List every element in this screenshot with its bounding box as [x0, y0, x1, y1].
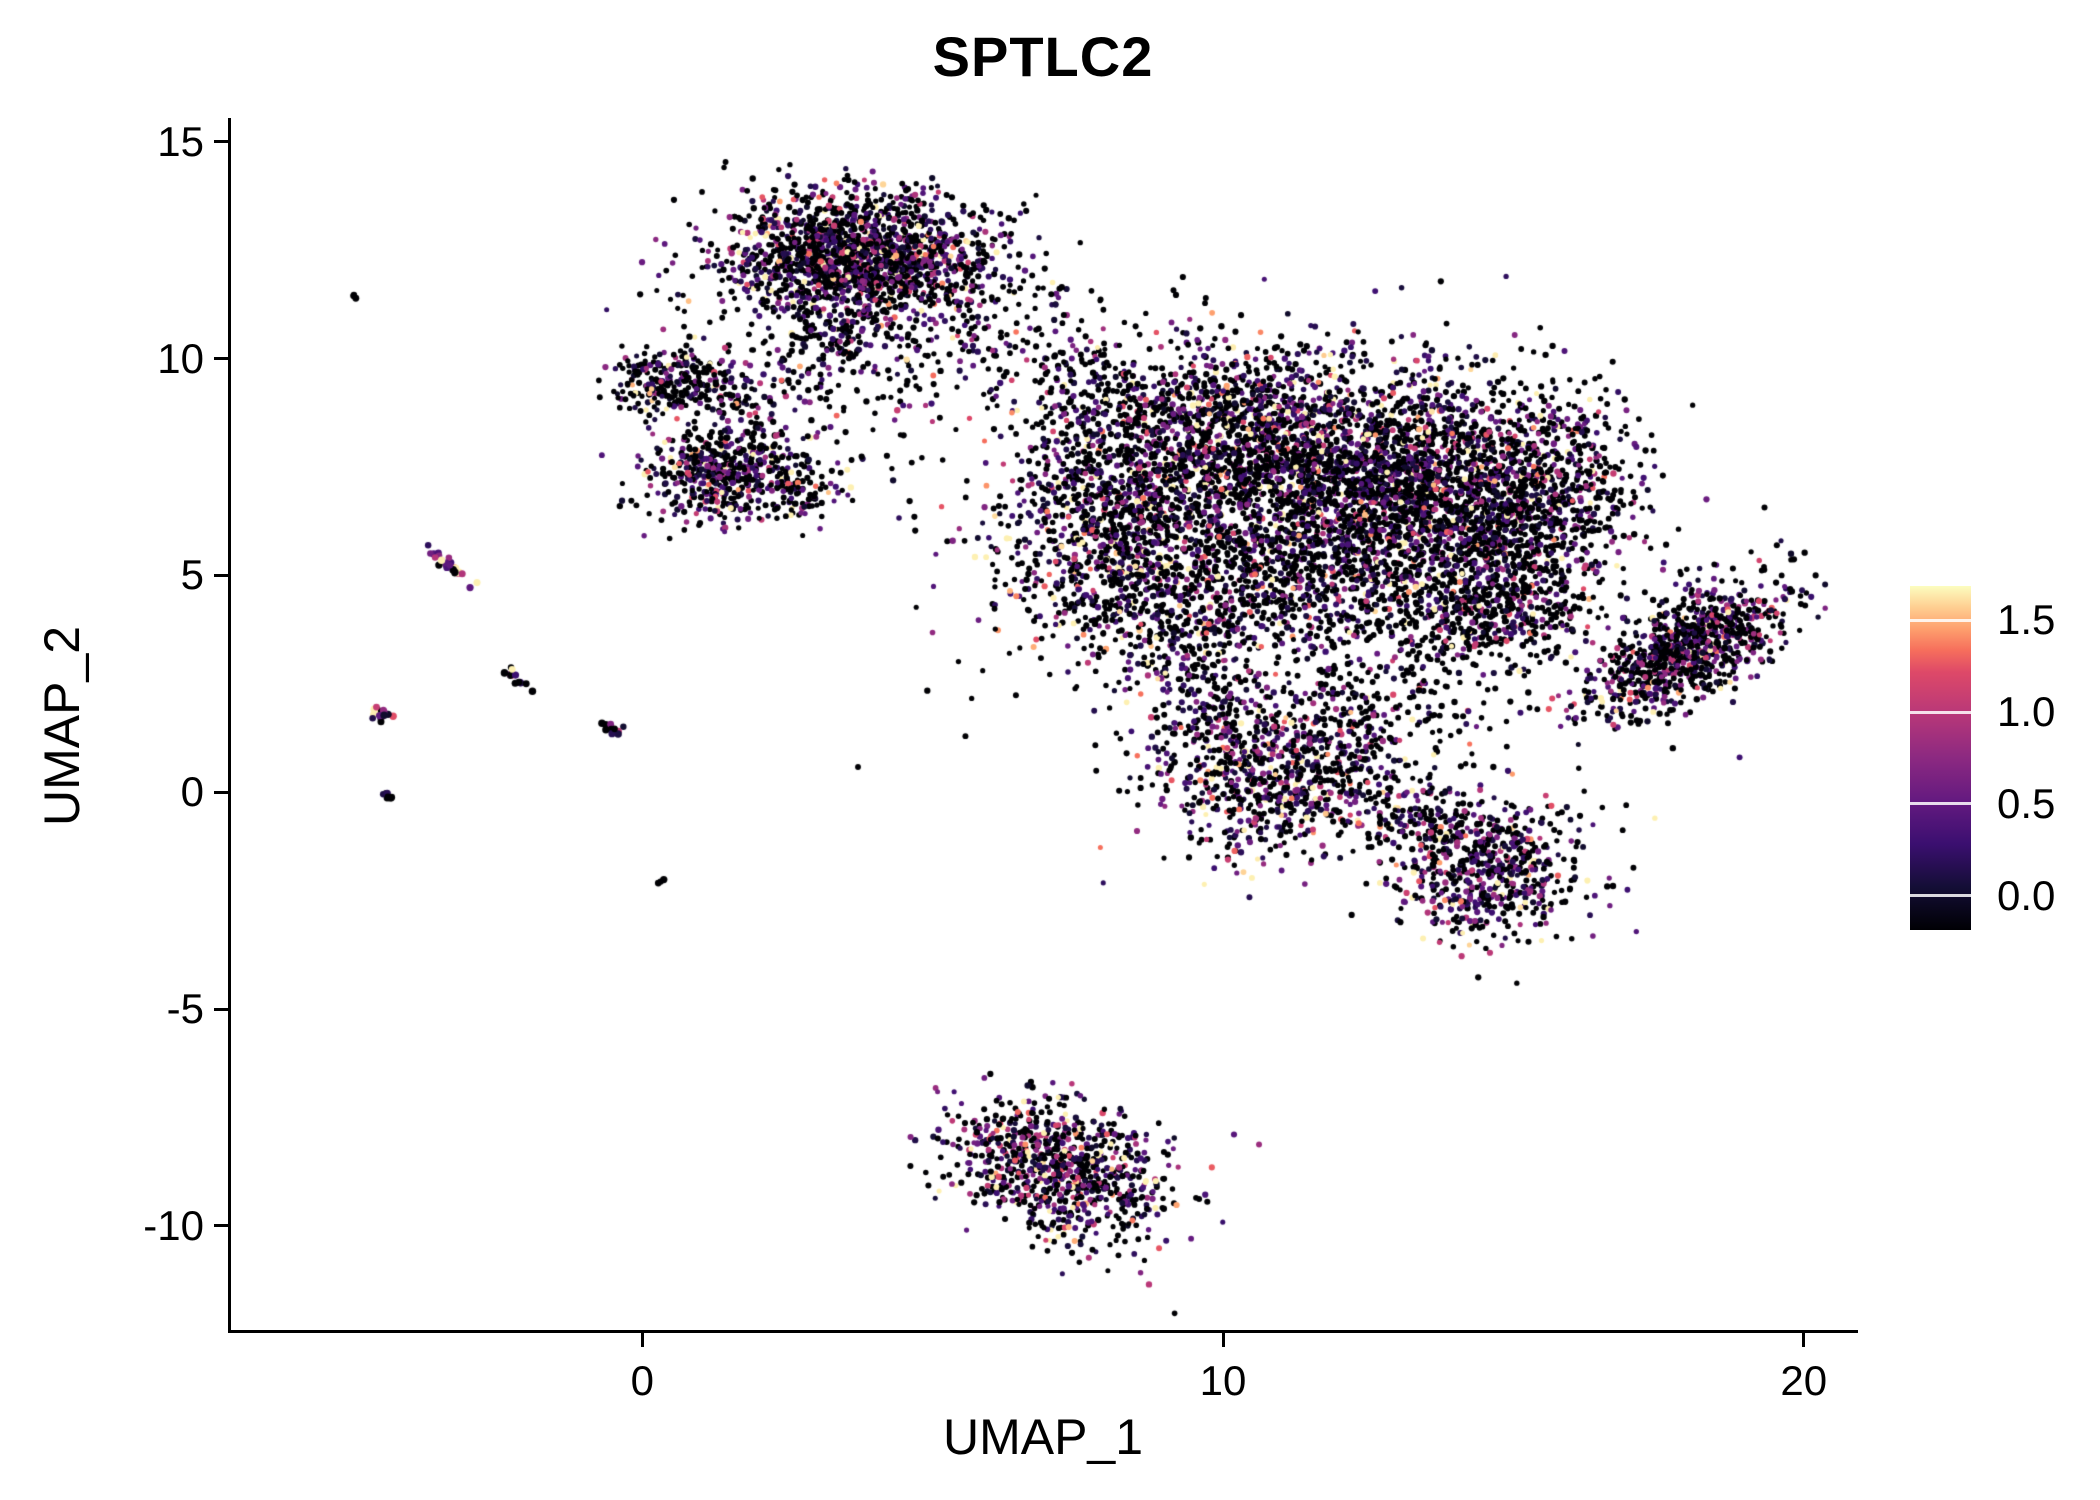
colorbar-tick-label: 1.5: [1997, 596, 2056, 644]
y-tick-mark: [214, 357, 228, 361]
colorbar-tick-label: 0.0: [1997, 871, 2056, 919]
x-tick-mark: [1221, 1333, 1225, 1347]
x-tick-label: 20: [1780, 1357, 1828, 1404]
y-tick-label: 10: [157, 334, 204, 382]
colorbar-tick-mark: [1910, 894, 1971, 898]
x-tick-label: 10: [1199, 1357, 1247, 1404]
colorbar-tick-mark: [1910, 802, 1971, 806]
x-axis-line: [228, 1330, 1858, 1333]
y-tick-mark: [214, 790, 228, 794]
y-tick-label: 15: [157, 117, 204, 165]
colorbar-tick-mark: [1910, 618, 1971, 622]
y-tick-label: -5: [166, 985, 204, 1033]
y-tick-label: -10: [143, 1201, 204, 1249]
plot-title: SPTLC2: [932, 25, 1154, 88]
x-tick-mark: [1802, 1333, 1806, 1347]
y-tick-mark: [214, 140, 228, 144]
colorbar-tick-mark: [1910, 710, 1971, 714]
colorbar-tick-label: 0.5: [1997, 779, 2056, 827]
y-tick-mark: [214, 1224, 228, 1228]
x-tick-label: 0: [630, 1357, 654, 1404]
y-tick-mark: [214, 1007, 228, 1011]
y-tick-mark: [214, 573, 228, 577]
y-axis-label: UMAP_2: [34, 625, 90, 827]
colorbar-tick-label: 1.0: [1997, 688, 2056, 736]
x-axis-label: UMAP_1: [942, 1409, 1144, 1465]
y-axis-line: [228, 118, 231, 1333]
colorbar-legend: [1910, 586, 1971, 930]
y-tick-label: 5: [180, 551, 204, 599]
y-tick-label: 0: [180, 768, 204, 816]
x-tick-mark: [640, 1333, 644, 1347]
